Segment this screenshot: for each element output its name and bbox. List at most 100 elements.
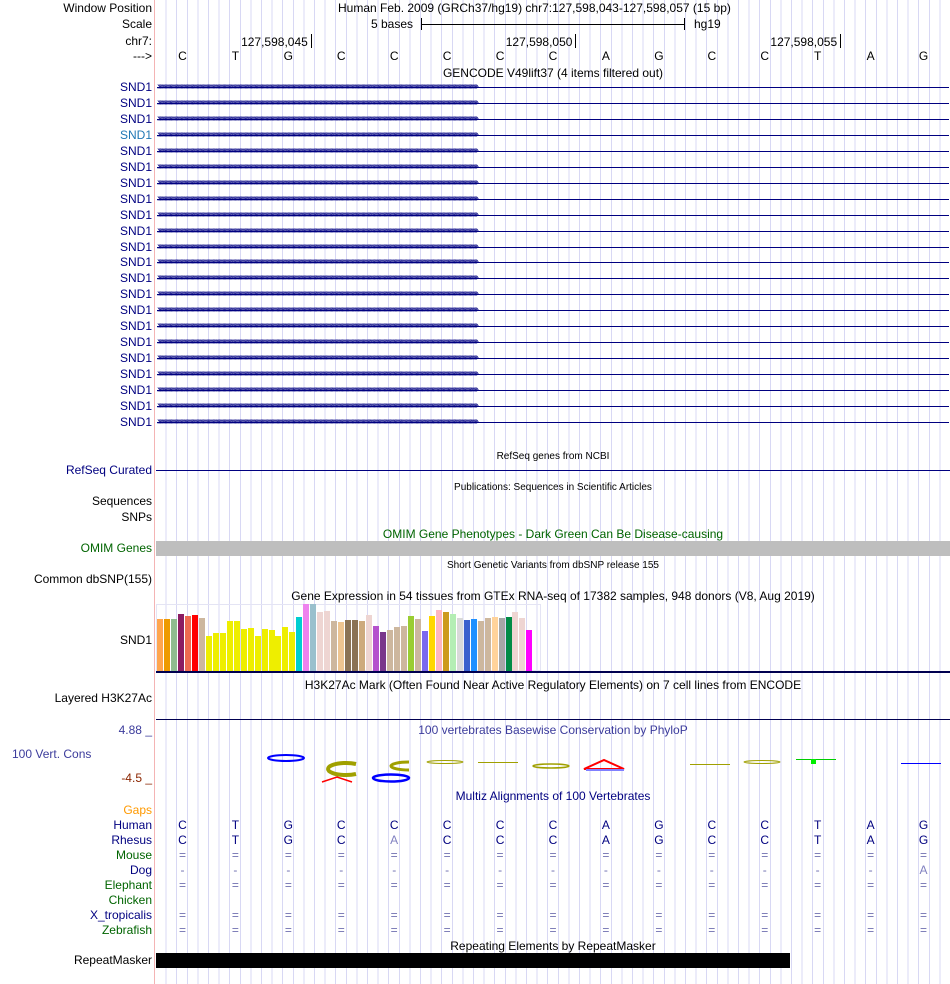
gtex-tissue-bar[interactable]: [505, 616, 512, 671]
gtex-tissue-bar[interactable]: [338, 621, 345, 671]
gtex-tissue-bar[interactable]: [477, 620, 484, 671]
gene-transcript-track[interactable]: ››››››››››››››››››››››››››››››››››››››››…: [157, 353, 949, 363]
gtex-tissue-bar[interactable]: [400, 625, 407, 671]
gene-transcript-track[interactable]: ››››››››››››››››››››››››››››››››››››››››…: [157, 305, 949, 315]
gene-transcript-track[interactable]: ››››››››››››››››››››››››››››››››››››››››…: [157, 98, 949, 108]
phylop-label[interactable]: 100 Vert. Cons: [12, 747, 92, 761]
gtex-tissue-bar[interactable]: [184, 615, 191, 671]
gene-label-snd1[interactable]: SND1: [119, 335, 152, 350]
gene-label-snd1[interactable]: SND1: [119, 255, 152, 270]
gene-label-snd1[interactable]: SND1: [119, 239, 152, 254]
gtex-tissue-bar[interactable]: [268, 629, 275, 671]
gtex-tissue-bar[interactable]: [219, 632, 226, 671]
gene-label-snd1[interactable]: SND1: [119, 159, 152, 174]
gtex-tissue-bar[interactable]: [456, 617, 463, 671]
gene-label-snd1[interactable]: SND1: [119, 143, 152, 158]
species-label-human[interactable]: Human: [113, 818, 152, 832]
gene-transcript-track[interactable]: ››››››››››››››››››››››››››››››››››››››››…: [157, 385, 949, 395]
gene-label-snd1[interactable]: SND1: [119, 207, 152, 222]
gene-transcript-track[interactable]: ››››››››››››››››››››››››››››››››››››››››…: [157, 401, 949, 411]
gtex-tissue-bar[interactable]: [240, 628, 247, 671]
gene-label-snd1[interactable]: SND1: [119, 414, 152, 429]
species-label-elephant[interactable]: Elephant: [104, 878, 152, 892]
gtex-tissue-bar[interactable]: [282, 626, 289, 671]
gtex-tissue-bar[interactable]: [275, 635, 282, 671]
gtex-tissue-bar[interactable]: [393, 626, 400, 671]
gene-label-snd1[interactable]: SND1: [119, 351, 152, 366]
gene-label-snd1[interactable]: SND1: [119, 383, 152, 398]
gene-transcript-track[interactable]: ››››››››››››››››››››››››››››››››››››››››…: [157, 417, 949, 427]
gtex-tissue-bar[interactable]: [414, 618, 421, 671]
gtex-tissue-bar[interactable]: [366, 614, 373, 671]
gene-transcript-track[interactable]: ››››››››››››››››››››››››››››››››››››››››…: [157, 369, 949, 379]
gene-label-snd1[interactable]: SND1: [119, 175, 152, 190]
gtex-tissue-bar[interactable]: [170, 618, 177, 671]
gtex-tissue-bar[interactable]: [310, 604, 317, 671]
gene-transcript-track[interactable]: ››››››››››››››››››››››››››››››››››››››››…: [157, 130, 949, 140]
gene-label-snd1[interactable]: SND1: [119, 399, 152, 413]
gtex-tissue-bar[interactable]: [247, 627, 254, 671]
gtex-tissue-bar[interactable]: [519, 617, 526, 671]
gtex-tissue-bar[interactable]: [177, 613, 184, 671]
gtex-tissue-bar[interactable]: [205, 635, 212, 671]
omim-label[interactable]: OMIM Genes: [80, 541, 152, 555]
gene-label-snd1[interactable]: SND1: [119, 319, 152, 334]
gtex-tissue-bar[interactable]: [387, 629, 393, 671]
gtex-tissue-bar[interactable]: [226, 620, 233, 671]
gtex-tissue-bar[interactable]: [233, 620, 240, 671]
gtex-tissue-bar[interactable]: [324, 610, 331, 671]
sequences-label[interactable]: Sequences: [91, 494, 152, 508]
gtex-tissue-bar[interactable]: [289, 631, 296, 671]
repeatmasker-bar[interactable]: [156, 953, 790, 968]
species-label-x_tropicalis[interactable]: X_tropicalis: [89, 908, 152, 922]
gtex-tissue-bar[interactable]: [317, 611, 324, 671]
gtex-tissue-bar[interactable]: [463, 619, 470, 671]
gtex-tissue-bar[interactable]: [296, 616, 303, 671]
gene-transcript-track[interactable]: ››››››››››››››››››››››››››››››››››››››››…: [157, 337, 949, 347]
gene-transcript-track[interactable]: ››››››››››››››››››››››››››››››››››››››››…: [157, 114, 949, 124]
gtex-tissue-bar[interactable]: [498, 617, 505, 671]
gtex-tissue-bar[interactable]: [261, 628, 268, 671]
gene-transcript-track[interactable]: ››››››››››››››››››››››››››››››››››››››››…: [157, 194, 949, 204]
refseq-track-line[interactable]: [156, 470, 950, 471]
species-label-mouse[interactable]: Mouse: [115, 848, 152, 862]
gene-transcript-track[interactable]: ››››››››››››››››››››››››››››››››››››››››…: [157, 210, 949, 220]
gene-transcript-track[interactable]: ››››››››››››››››››››››››››››››››››››››››…: [157, 321, 949, 331]
gene-label-snd1[interactable]: SND1: [119, 303, 152, 318]
h3k27ac-label[interactable]: Layered H3K27Ac: [54, 691, 152, 705]
gtex-tissue-bar[interactable]: [407, 615, 414, 671]
species-label-dog[interactable]: Dog: [129, 863, 152, 877]
gtex-tissue-bar[interactable]: [157, 618, 163, 671]
gene-label-snd1[interactable]: SND1: [119, 271, 152, 286]
omim-bar[interactable]: [156, 541, 950, 556]
gene-transcript-track[interactable]: ››››››››››››››››››››››››››››››››››››››››…: [157, 162, 949, 172]
refseq-label[interactable]: RefSeq Curated: [65, 463, 152, 477]
gene-label-snd1[interactable]: SND1: [119, 367, 152, 382]
gene-label-snd1[interactable]: SND1: [119, 223, 152, 238]
dbsnp-label[interactable]: Common dbSNP(155): [33, 572, 152, 586]
species-label-chicken[interactable]: Chicken: [108, 893, 152, 907]
gtex-tissue-bar[interactable]: [303, 604, 310, 671]
gene-transcript-track[interactable]: ››››››››››››››››››››››››››››››››››››››››…: [157, 146, 949, 156]
gtex-tissue-bar[interactable]: [491, 616, 498, 671]
gtex-tissue-bar[interactable]: [512, 611, 519, 671]
gene-transcript-track[interactable]: ››››››››››››››››››››››››››››››››››››››››…: [157, 178, 949, 188]
gtex-tissue-bar[interactable]: [380, 631, 387, 671]
gene-label-snd1[interactable]: SND1: [119, 80, 152, 94]
gene-label-snd1[interactable]: SND1: [119, 95, 152, 110]
gene-label-snd1[interactable]: SND1: [119, 287, 152, 302]
gtex-tissue-bar[interactable]: [191, 614, 198, 671]
gtex-tissue-bar[interactable]: [212, 632, 219, 671]
gtex-tissue-bar[interactable]: [254, 635, 261, 671]
gene-label-snd1[interactable]: SND1: [119, 127, 152, 142]
gtex-tissue-bar[interactable]: [428, 615, 435, 671]
gtex-tissue-bar[interactable]: [449, 613, 456, 671]
gene-transcript-track[interactable]: ››››››››››››››››››››››››››››››››››››››››…: [157, 226, 949, 236]
gtex-tissue-bar[interactable]: [526, 629, 533, 671]
gene-transcript-track[interactable]: ››››››››››››››››››››››››››››››››››››››››…: [157, 289, 949, 299]
gtex-label[interactable]: SND1: [119, 633, 152, 647]
gene-label-snd1[interactable]: SND1: [119, 111, 152, 126]
gtex-tissue-bar[interactable]: [163, 618, 170, 671]
gtex-tissue-bar[interactable]: [442, 611, 449, 671]
gene-transcript-track[interactable]: ››››››››››››››››››››››››››››››››››››››››…: [157, 257, 949, 267]
